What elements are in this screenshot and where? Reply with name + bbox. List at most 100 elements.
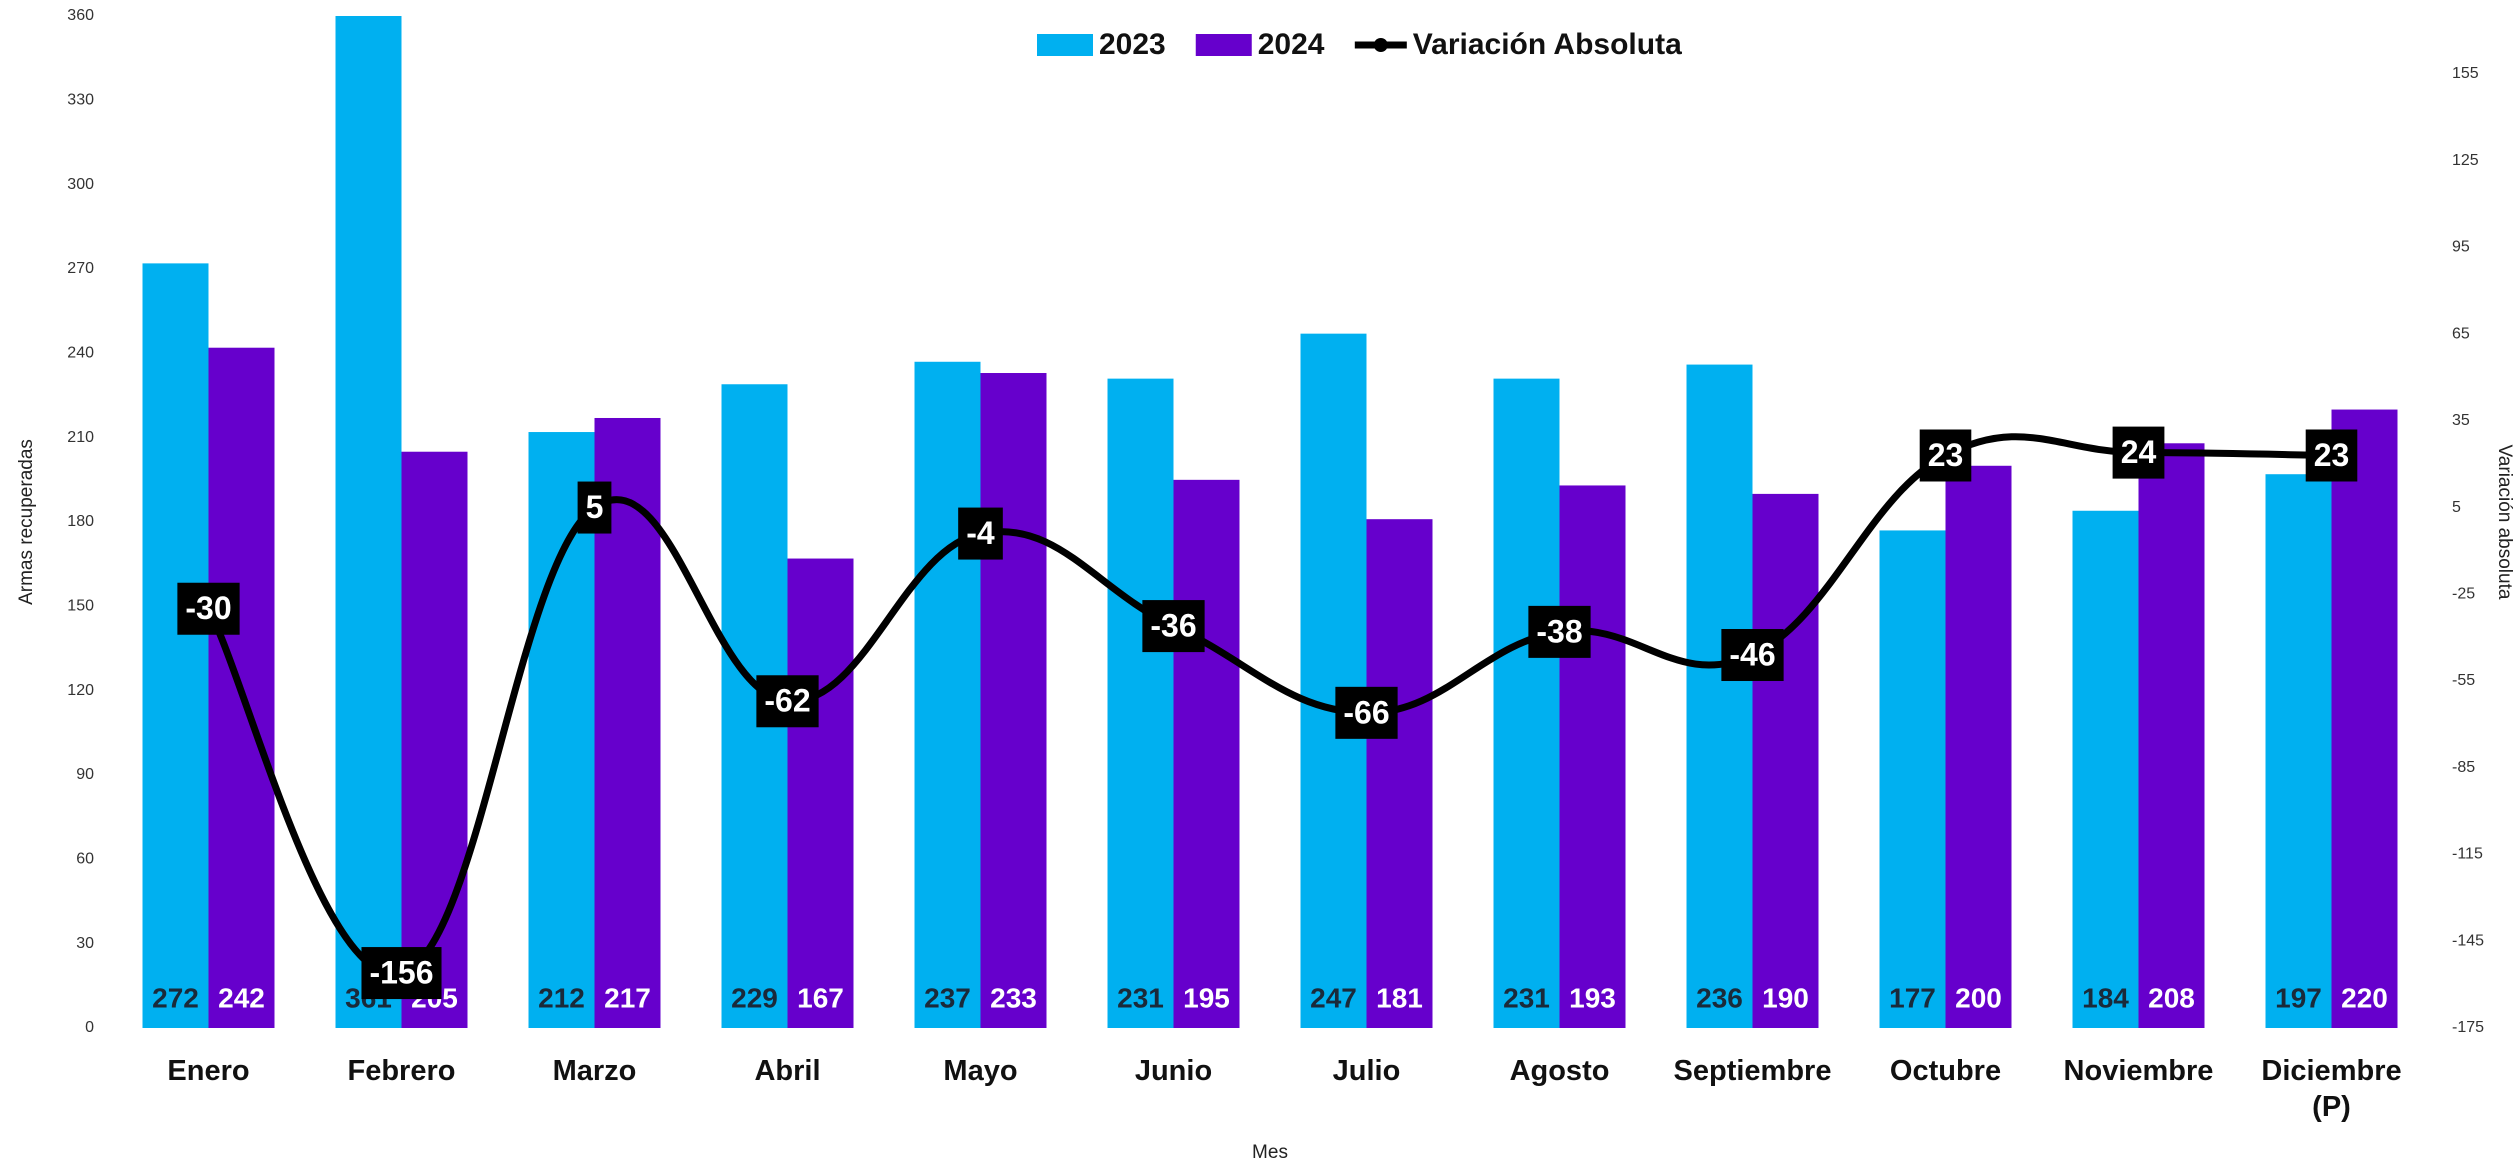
line-value-label: 24 bbox=[2112, 426, 2165, 479]
bar bbox=[1559, 485, 1626, 1028]
bar bbox=[1300, 333, 1367, 1028]
y2-tick-label: 155 bbox=[2452, 65, 2479, 82]
line-value-label: -66 bbox=[1335, 686, 1398, 739]
bar-value-label: 220 bbox=[2341, 982, 2388, 1013]
line-value-text: 24 bbox=[2121, 434, 2157, 470]
x-tick-label: Diciembre (P) bbox=[2261, 1055, 2402, 1123]
bar bbox=[335, 16, 402, 1028]
y2-tick-label: 65 bbox=[2452, 325, 2470, 342]
y-tick-label: 150 bbox=[67, 598, 94, 615]
x-tick-label: Julio bbox=[1332, 1055, 1401, 1087]
y-tick-label: 300 bbox=[67, 176, 94, 193]
label-box bbox=[1721, 629, 1784, 682]
line-value-text: 5 bbox=[586, 489, 604, 525]
bar-value-label: 217 bbox=[604, 982, 651, 1013]
line-value-label: -62 bbox=[756, 675, 819, 728]
label-box bbox=[2112, 426, 2165, 479]
x-tick-label: Septiembre bbox=[1673, 1055, 1832, 1087]
y-axis-title: Armas recuperadas bbox=[16, 439, 37, 605]
bar-value-label: 197 bbox=[2275, 982, 2322, 1013]
legend-swatch bbox=[1037, 34, 1093, 56]
line-value-text: -156 bbox=[369, 955, 433, 991]
x-tick-label: Junio bbox=[1134, 1055, 1213, 1087]
y-tick-label: 180 bbox=[67, 513, 94, 530]
label-box bbox=[577, 481, 612, 534]
line-value-text: -66 bbox=[1343, 694, 1389, 730]
label-box bbox=[1335, 686, 1398, 739]
y2-tick-label: -85 bbox=[2452, 759, 2475, 776]
bar bbox=[1752, 493, 1819, 1028]
bar bbox=[142, 263, 209, 1028]
line-value-label: -46 bbox=[1721, 629, 1784, 682]
y-tick-label: 330 bbox=[67, 92, 94, 109]
x-tick-label: Mayo bbox=[943, 1055, 1018, 1087]
bar-value-label: 242 bbox=[218, 982, 265, 1013]
bar bbox=[1366, 519, 1433, 1028]
bar-value-label: 231 bbox=[1503, 982, 1550, 1013]
bar bbox=[1493, 378, 1560, 1028]
value-labels: 2723612122292372312472312361771841972422… bbox=[152, 982, 2388, 1013]
bar-value-label: 236 bbox=[1696, 982, 1743, 1013]
bar-value-label: 208 bbox=[2148, 982, 2195, 1013]
bar bbox=[1107, 378, 1174, 1028]
line-value-text: -30 bbox=[185, 590, 231, 626]
bar bbox=[2072, 510, 2139, 1028]
bar-value-label: 212 bbox=[538, 982, 585, 1013]
label-box bbox=[361, 947, 442, 1000]
line-value-label: -4 bbox=[958, 507, 1003, 560]
bar-value-label: 200 bbox=[1955, 982, 2002, 1013]
line-value-label: -30 bbox=[177, 582, 240, 635]
bar-value-label: 190 bbox=[1762, 982, 1809, 1013]
label-box bbox=[1919, 429, 1972, 482]
bar-value-label: 195 bbox=[1183, 982, 1230, 1013]
y2-tick-label: -25 bbox=[2452, 586, 2475, 603]
x-tick-label: Febrero bbox=[347, 1055, 456, 1087]
line-value-text: -38 bbox=[1536, 613, 1582, 649]
bar bbox=[1173, 479, 1240, 1028]
line-value-label: 5 bbox=[577, 481, 612, 534]
bar-value-label: 184 bbox=[2082, 982, 2129, 1013]
label-box bbox=[958, 507, 1003, 560]
x-axis-title: Mes bbox=[1252, 1142, 1288, 1163]
bar bbox=[2331, 409, 2398, 1028]
line-value-label: 23 bbox=[2305, 429, 2358, 482]
y-tick-label: 240 bbox=[67, 345, 94, 362]
y2-axis-title: Variación absoluta bbox=[2494, 445, 2515, 600]
bar bbox=[914, 361, 981, 1028]
line-value-label: -38 bbox=[1528, 605, 1591, 658]
y2-tick-label: -145 bbox=[2452, 932, 2484, 949]
y-tick-label: 360 bbox=[67, 7, 94, 24]
label-box bbox=[177, 582, 240, 635]
line-value-label: -36 bbox=[1142, 600, 1205, 653]
line-value-text: 23 bbox=[2314, 437, 2350, 473]
bar-value-label: 229 bbox=[731, 982, 778, 1013]
y-tick-label: 120 bbox=[67, 682, 94, 699]
bar-value-label: 272 bbox=[152, 982, 199, 1013]
y-tick-label: 210 bbox=[67, 429, 94, 446]
bar bbox=[980, 373, 1047, 1028]
y-tick-label: 90 bbox=[76, 766, 94, 783]
y-tick-label: 0 bbox=[85, 1019, 94, 1036]
label-box bbox=[2305, 429, 2358, 482]
y-tick-label: 60 bbox=[76, 851, 94, 868]
y2-tick-label: -115 bbox=[2452, 846, 2483, 863]
label-box bbox=[756, 675, 819, 728]
y2-tick-label: 35 bbox=[2452, 412, 2470, 429]
x-tick-label: Marzo bbox=[552, 1055, 637, 1087]
line-value-text: -46 bbox=[1729, 636, 1775, 672]
y2-tick-label: -55 bbox=[2452, 672, 2475, 689]
bar-value-label: 177 bbox=[1889, 982, 1936, 1013]
bars bbox=[142, 16, 2398, 1028]
bar-value-label: 237 bbox=[924, 982, 971, 1013]
x-tick-label: Noviembre bbox=[2063, 1055, 2214, 1087]
bar bbox=[2138, 443, 2205, 1028]
line-value-text: -62 bbox=[764, 683, 810, 719]
bar-value-label: 247 bbox=[1310, 982, 1357, 1013]
bar bbox=[1879, 530, 1946, 1028]
line-value-text: -36 bbox=[1150, 608, 1196, 644]
legend-label: 2024 bbox=[1258, 28, 1325, 61]
bar bbox=[787, 558, 854, 1028]
y2-tick-label: 125 bbox=[2452, 152, 2479, 169]
legend-label: Variación Absoluta bbox=[1413, 28, 1682, 61]
bar-value-label: 181 bbox=[1376, 982, 1423, 1013]
